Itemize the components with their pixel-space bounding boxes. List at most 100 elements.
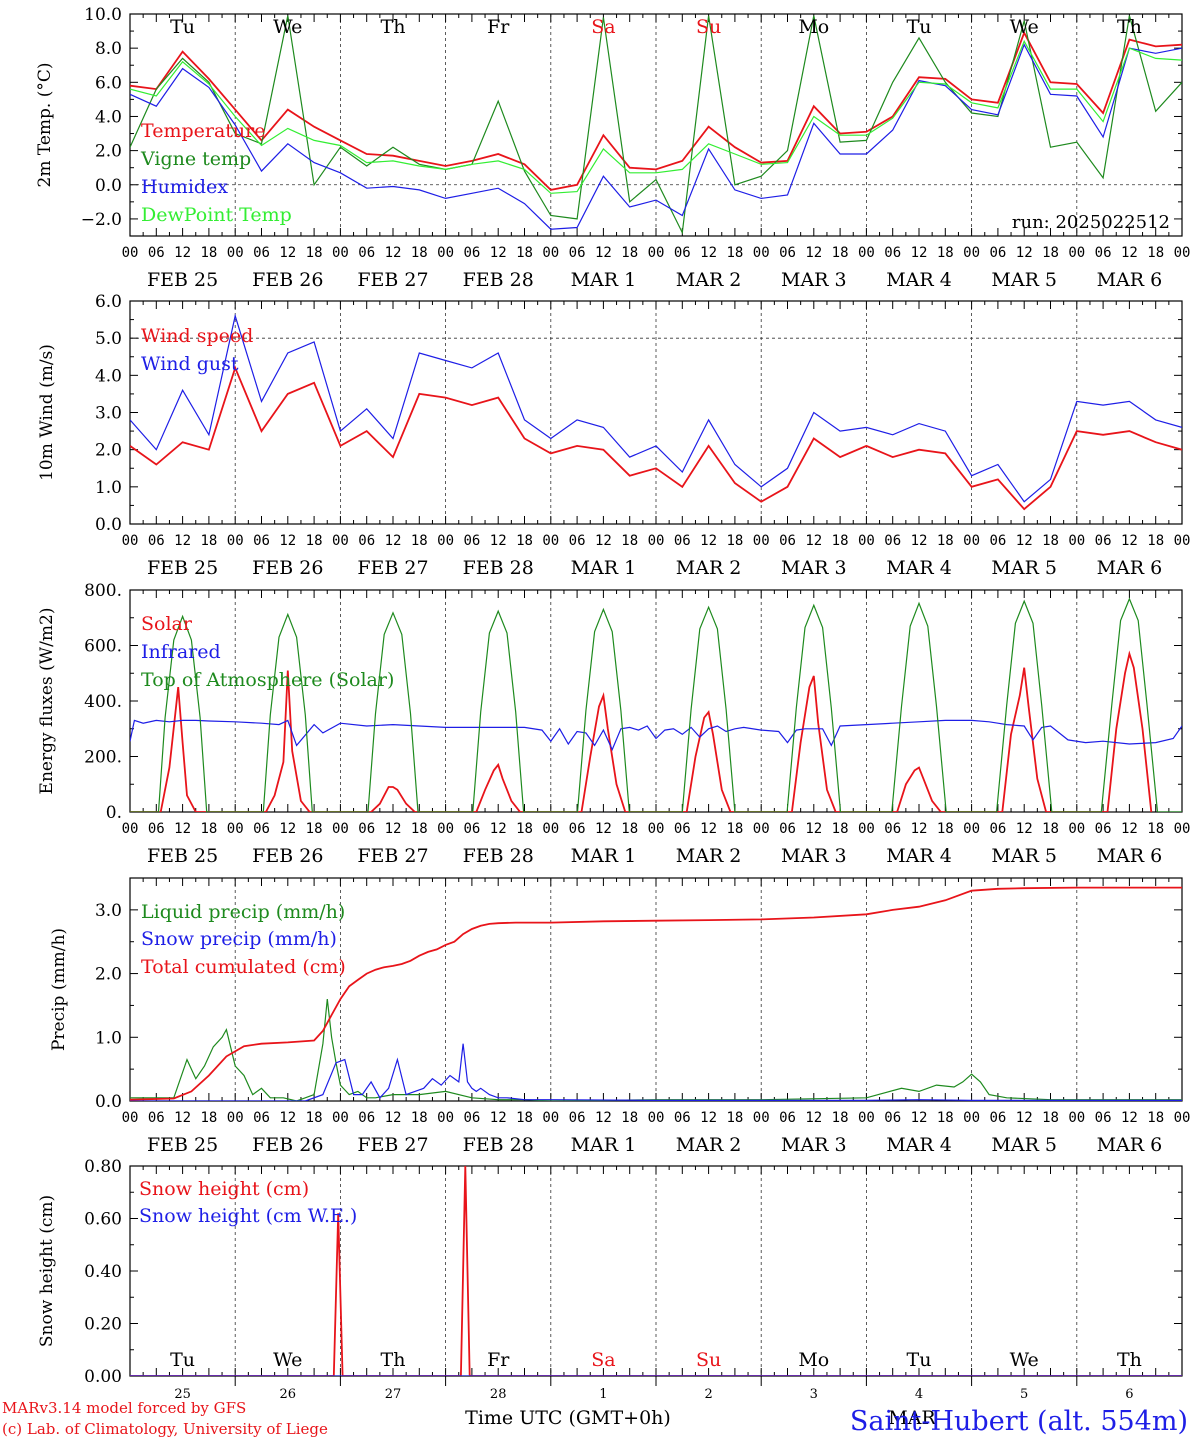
hour-tick-label: 06	[884, 533, 901, 549]
day-number: 3	[810, 1387, 818, 1402]
hour-tick-label: 00	[332, 821, 349, 837]
series-line-wind-gust	[130, 313, 1182, 503]
panel-snow: 0.00 0.20 0.40 0.60 0.80 Snow height (cm) Snow…	[37, 1157, 1183, 1387]
hour-tick-label: 06	[884, 821, 901, 837]
hour-tick-label: 18	[411, 533, 428, 549]
legend-entry: Infrared	[141, 641, 221, 663]
day-name-top: Su	[696, 16, 721, 38]
hour-tick-label: 12	[911, 245, 928, 261]
y-tick-label: 6.0	[95, 73, 122, 93]
hour-tick-label: 06	[1095, 245, 1112, 261]
hour-tick-label: 00	[963, 821, 980, 837]
hour-tick-label: 00	[1068, 1110, 1085, 1126]
hour-tick-label: 18	[937, 245, 954, 261]
hour-tick-label: 06	[148, 821, 165, 837]
date-label: FEB 26	[252, 269, 323, 291]
y-tick-label: 0.0	[95, 515, 122, 535]
y-axis-label: Snow height (cm)	[37, 1195, 57, 1347]
day-number: 25	[174, 1387, 191, 1402]
day-number: 6	[1125, 1387, 1133, 1402]
day-number: 26	[280, 1387, 297, 1402]
hour-tick-label: 06	[569, 821, 586, 837]
station-label: Saint-Hubert (alt. 554m)	[850, 1406, 1188, 1437]
hour-tick-label: 12	[1121, 821, 1138, 837]
legend-entry: Liquid precip (mm/h)	[141, 901, 345, 923]
legend-entry: Wind gust	[141, 353, 239, 375]
date-label: MAR 2	[676, 557, 742, 579]
hour-tick-label: 12	[174, 533, 191, 549]
hour-tick-label: 18	[937, 821, 954, 837]
month-label: MAR	[888, 1407, 936, 1429]
hour-tick-label: 00	[437, 533, 454, 549]
hour-tick-label: 12	[1121, 533, 1138, 549]
hour-tick-label: 00	[648, 1110, 665, 1126]
hour-tick-label: 00	[1068, 245, 1085, 261]
panel-temp: −2.0 0.0 2.0 4.0 6.0 8.0 10.0 2m Temp. (°C) 00 06…	[35, 5, 1190, 291]
hour-tick-label: 18	[726, 1110, 743, 1126]
hour-tick-label: 06	[1095, 1110, 1112, 1126]
hour-tick-label: 06	[989, 1110, 1006, 1126]
y-tick-label: 4.0	[95, 366, 122, 386]
date-label: FEB 28	[463, 1134, 534, 1156]
hour-tick-label: 00	[858, 1110, 875, 1126]
y-tick-label: 2.0	[95, 142, 122, 162]
hour-tick-label: 18	[1042, 821, 1059, 837]
y-tick-label: −2.0	[81, 210, 122, 230]
hour-tick-label: 12	[911, 1110, 928, 1126]
legend-entry: Vigne temp	[140, 148, 251, 170]
y-tick-label: 1.0	[95, 1028, 122, 1048]
hour-tick-label: 18	[1042, 533, 1059, 549]
hour-tick-label: 12	[174, 821, 191, 837]
hour-tick-label: 18	[621, 1110, 638, 1126]
hour-tick-label: 12	[279, 821, 296, 837]
date-label: MAR 1	[571, 1134, 637, 1156]
hour-tick-label: 00	[122, 1110, 139, 1126]
y-tick-label: 10.0	[84, 5, 122, 25]
hour-tick-label: 18	[621, 821, 638, 837]
y-axis-label: 10m Wind (m/s)	[37, 344, 57, 481]
date-label: FEB 27	[357, 269, 428, 291]
hour-tick-label: 00	[963, 1110, 980, 1126]
date-label: MAR 5	[991, 845, 1057, 867]
hour-tick-label: 18	[726, 821, 743, 837]
day-name-top: Th	[1117, 16, 1142, 38]
hour-tick-label: 18	[516, 533, 533, 549]
hour-tick-label: 12	[279, 245, 296, 261]
hour-tick-label: 18	[621, 245, 638, 261]
hour-tick-label: 00	[648, 245, 665, 261]
hour-tick-label: 00	[227, 533, 244, 549]
hour-tick-label: 18	[306, 533, 323, 549]
legend-entry: Snow precip (mm/h)	[141, 928, 337, 950]
legend-entry: Top of Atmosphere (Solar)	[141, 669, 394, 691]
panel-wind: 0.0 1.0 2.0 3.0 4.0 5.0 6.0 10m Wind (m/s) 00 06 1…	[37, 292, 1190, 579]
hour-tick-label: 00	[858, 533, 875, 549]
hour-tick-label: 00	[332, 1110, 349, 1126]
hour-tick-label: 00	[963, 533, 980, 549]
y-tick-label: 0.	[106, 803, 122, 823]
hour-tick-label: 18	[1147, 533, 1164, 549]
legend-entry: Solar	[141, 613, 193, 635]
y-tick-label: 3.0	[95, 404, 122, 424]
hour-tick-label: 00	[542, 245, 559, 261]
date-label: MAR 5	[991, 557, 1057, 579]
day-name-bottom: Tu	[907, 1349, 932, 1371]
hour-tick-label: 00	[648, 821, 665, 837]
date-label: FEB 25	[147, 557, 218, 579]
hour-tick-label: 12	[700, 821, 717, 837]
hour-tick-label: 00	[1174, 533, 1191, 549]
series-line-temperature	[130, 30, 1182, 191]
hour-tick-label: 18	[200, 245, 217, 261]
hour-tick-label: 18	[306, 245, 323, 261]
hour-tick-label: 12	[1016, 533, 1033, 549]
hour-tick-label: 00	[542, 1110, 559, 1126]
legend-entry: Humidex	[141, 176, 228, 198]
hour-tick-label: 12	[490, 821, 507, 837]
hour-tick-label: 06	[463, 821, 480, 837]
hour-tick-label: 00	[753, 533, 770, 549]
hour-tick-label: 18	[1042, 245, 1059, 261]
hour-tick-label: 18	[200, 533, 217, 549]
y-tick-label: 2.0	[95, 441, 122, 461]
hour-tick-label: 06	[569, 533, 586, 549]
date-label: MAR 2	[676, 1134, 742, 1156]
